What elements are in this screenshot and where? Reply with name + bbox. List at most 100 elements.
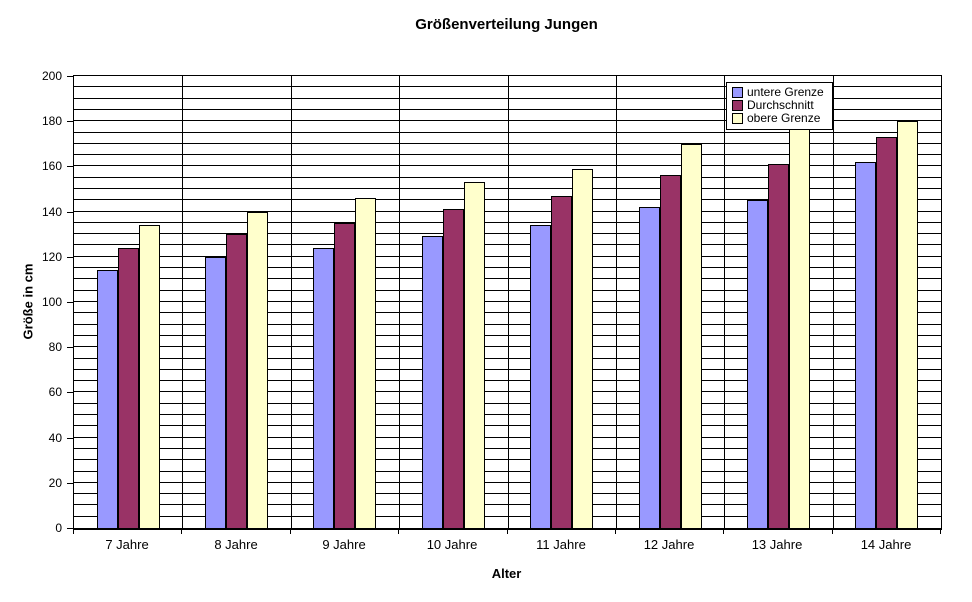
h-gridline-130 — [74, 233, 941, 234]
x-tick-mark — [832, 529, 833, 534]
v-gridline-1 — [182, 76, 183, 528]
h-gridline-115 — [74, 267, 941, 268]
h-gridline-190 — [74, 98, 941, 99]
y-tick-label-80: 80 — [48, 340, 62, 354]
bar-durchschnitt-7-jahre — [118, 248, 139, 528]
y-tick-mark — [67, 212, 73, 213]
y-tick-label-60: 60 — [48, 385, 62, 399]
h-gridline-95 — [74, 312, 941, 313]
x-tick-label-9-jahre: 9 Jahre — [322, 537, 366, 552]
y-tick-mark — [67, 483, 73, 484]
h-gridline-170 — [74, 143, 941, 144]
y-tick-mark — [67, 166, 73, 167]
h-gridline-5 — [74, 516, 941, 517]
h-gridline-60 — [74, 391, 941, 392]
legend-label: Durchschnitt — [747, 98, 814, 112]
h-gridline-35 — [74, 448, 941, 449]
h-gridline-20 — [74, 482, 941, 483]
y-tick-label-0: 0 — [55, 521, 62, 535]
v-gridline-7 — [833, 76, 834, 528]
h-gridline-175 — [74, 132, 941, 133]
h-gridline-195 — [74, 86, 941, 87]
legend: untere Grenze Durchschnitt obere Grenze — [726, 82, 833, 130]
h-gridline-110 — [74, 278, 941, 279]
bar-durchschnitt-13-jahre — [768, 164, 789, 528]
v-gridline-4 — [508, 76, 509, 528]
legend-item-untere-grenze: untere Grenze — [732, 86, 824, 99]
v-gridline-5 — [616, 76, 617, 528]
h-gridline-75 — [74, 358, 941, 359]
x-tick-mark — [181, 529, 182, 534]
x-tick-label-8-jahre: 8 Jahre — [214, 537, 258, 552]
h-gridline-105 — [74, 290, 941, 291]
y-tick-label-100: 100 — [41, 295, 62, 309]
x-tick-label-7-jahre: 7 Jahre — [105, 537, 149, 552]
h-gridline-180 — [74, 120, 941, 121]
h-gridline-165 — [74, 154, 941, 155]
bar-durchschnitt-10-jahre — [443, 209, 464, 528]
h-gridline-55 — [74, 403, 941, 404]
bar-obere-grenze-9-jahre — [355, 198, 376, 528]
h-gridline-125 — [74, 244, 941, 245]
h-gridline-140 — [74, 211, 941, 212]
legend-swatch-icon — [732, 87, 743, 98]
v-gridline-6 — [724, 76, 725, 528]
x-tick-mark — [290, 529, 291, 534]
h-gridline-45 — [74, 425, 941, 426]
h-gridline-50 — [74, 414, 941, 415]
x-tick-mark — [615, 529, 616, 534]
y-tick-label-180: 180 — [41, 114, 62, 128]
bar-untere-grenze-7-jahre — [97, 270, 118, 528]
h-gridline-10 — [74, 504, 941, 505]
h-gridline-135 — [74, 222, 941, 223]
bar-obere-grenze-12-jahre — [681, 144, 702, 528]
h-gridline-65 — [74, 380, 941, 381]
bar-durchschnitt-12-jahre — [660, 175, 681, 528]
x-tick-label-12-jahre: 12 Jahre — [643, 537, 695, 552]
h-gridline-25 — [74, 471, 941, 472]
h-gridline-100 — [74, 301, 941, 302]
x-tick-mark — [398, 529, 399, 534]
x-tick-mark — [940, 529, 941, 534]
x-tick-mark — [507, 529, 508, 534]
y-tick-mark — [67, 76, 73, 77]
y-tick-mark — [67, 121, 73, 122]
h-gridline-160 — [74, 165, 941, 166]
x-tick-label-10-jahre: 10 Jahre — [426, 537, 478, 552]
y-tick-label-160: 160 — [41, 159, 62, 173]
h-gridline-40 — [74, 437, 941, 438]
h-gridline-155 — [74, 177, 941, 178]
legend-label: obere Grenze — [747, 111, 821, 125]
y-tick-mark — [67, 257, 73, 258]
bar-untere-grenze-8-jahre — [205, 257, 226, 528]
y-tick-label-120: 120 — [41, 250, 62, 264]
h-gridline-70 — [74, 369, 941, 370]
y-tick-mark — [67, 392, 73, 393]
h-gridline-145 — [74, 199, 941, 200]
bar-obere-grenze-11-jahre — [572, 169, 593, 528]
bar-untere-grenze-14-jahre — [855, 162, 876, 528]
y-tick-label-140: 140 — [41, 205, 62, 219]
bar-obere-grenze-14-jahre — [897, 121, 918, 528]
y-tick-label-40: 40 — [48, 431, 62, 445]
y-tick-label-20: 20 — [48, 476, 62, 490]
bar-durchschnitt-14-jahre — [876, 137, 897, 528]
x-tick-label-11-jahre: 11 Jahre — [536, 537, 586, 552]
x-tick-mark — [723, 529, 724, 534]
h-gridline-120 — [74, 256, 941, 257]
bar-durchschnitt-8-jahre — [226, 234, 247, 528]
bar-untere-grenze-9-jahre — [313, 248, 334, 528]
x-tick-label-13-jahre: 13 Jahre — [751, 537, 803, 552]
h-gridline-30 — [74, 459, 941, 460]
y-tick-mark — [67, 302, 73, 303]
h-gridline-150 — [74, 188, 941, 189]
legend-label: untere Grenze — [747, 85, 824, 99]
v-gridline-3 — [399, 76, 400, 528]
h-gridline-80 — [74, 346, 941, 347]
bar-untere-grenze-11-jahre — [530, 225, 551, 528]
legend-swatch-icon — [732, 100, 743, 111]
bar-durchschnitt-9-jahre — [334, 223, 355, 528]
y-tick-label-200: 200 — [41, 69, 62, 83]
y-tick-mark — [67, 347, 73, 348]
bar-obere-grenze-8-jahre — [247, 212, 268, 528]
